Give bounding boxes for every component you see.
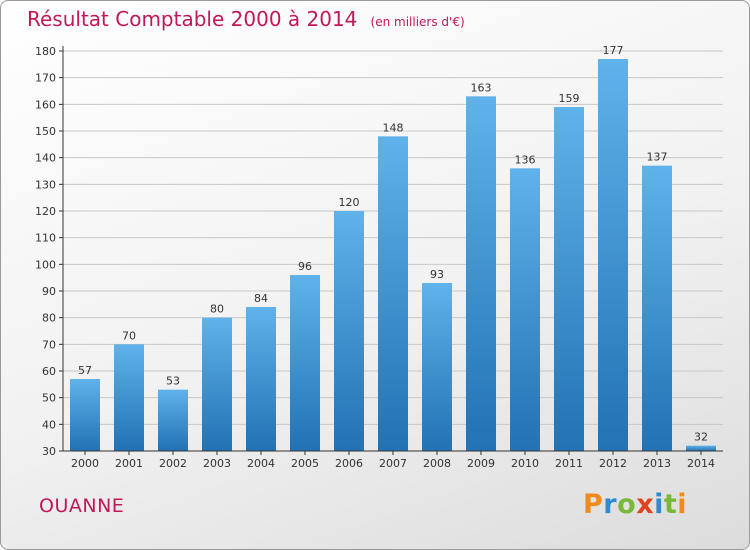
x-tick-label: 2001 (115, 457, 143, 470)
bar-2014 (686, 445, 716, 451)
bars (70, 59, 716, 452)
place-name: OUANNE (39, 495, 125, 517)
data-label: 32 (694, 431, 708, 444)
x-tick-label: 2002 (159, 457, 187, 470)
data-label: 93 (430, 268, 444, 281)
x-tick-label: 2012 (599, 457, 627, 470)
bar-2002 (158, 389, 188, 451)
data-label: 57 (78, 364, 92, 377)
y-tick-label: 80 (42, 312, 56, 325)
data-label: 136 (515, 153, 536, 166)
data-label: 163 (471, 81, 492, 94)
chart-title: Résultat Comptable 2000 à 2014 (27, 7, 358, 31)
x-tick-label: 2008 (423, 457, 451, 470)
x-tick-label: 2003 (203, 457, 231, 470)
bar-2005 (290, 275, 320, 451)
bar-2009 (466, 96, 496, 451)
x-tick-label: 2004 (247, 457, 275, 470)
data-label: 96 (298, 260, 312, 273)
x-tick-label: 2006 (335, 457, 363, 470)
y-tick-label: 50 (42, 392, 56, 405)
y-tick-label: 40 (42, 418, 56, 431)
y-tick-label: 180 (35, 45, 56, 58)
data-label: 177 (603, 44, 624, 57)
bar-2010 (510, 168, 540, 452)
chart-subtitle: (en milliers d'€) (370, 15, 465, 29)
axes (59, 46, 723, 455)
bar-2004 (246, 307, 276, 451)
y-tick-label: 170 (35, 72, 56, 85)
x-tick-label: 2013 (643, 457, 671, 470)
y-tick-label: 90 (42, 285, 56, 298)
data-label: 53 (166, 375, 180, 388)
y-tick-label: 110 (35, 232, 56, 245)
bar-2013 (642, 165, 672, 451)
x-tick-label: 2014 (687, 457, 715, 470)
data-label: 148 (383, 121, 404, 134)
title-row: Résultat Comptable 2000 à 2014 (en milli… (27, 7, 465, 31)
x-tick-label: 2010 (511, 457, 539, 470)
bar-2006 (334, 211, 364, 451)
data-label: 84 (254, 292, 268, 305)
data-label: 120 (339, 196, 360, 209)
y-tick-label: 160 (35, 98, 56, 111)
bar-2000 (70, 379, 100, 451)
labels: 30 40 50 60 70 80 90 100 110 120 130 140 150 160 170 18… (35, 44, 715, 470)
y-tick-label: 130 (35, 178, 56, 191)
bar-2011 (554, 107, 584, 451)
y-tick-label: 70 (42, 338, 56, 351)
x-tick-label: 2009 (467, 457, 495, 470)
y-tick-label: 150 (35, 125, 56, 138)
data-label: 70 (122, 329, 136, 342)
data-label: 137 (647, 151, 668, 164)
bar-2012 (598, 59, 628, 451)
bar-2007 (378, 136, 408, 452)
y-tick-label: 30 (42, 445, 56, 458)
y-tick-label: 60 (42, 365, 56, 378)
x-tick-label: 2005 (291, 457, 319, 470)
x-tick-label: 2007 (379, 457, 407, 470)
y-tick-label: 140 (35, 152, 56, 165)
y-tick-label: 100 (35, 258, 56, 271)
bar-2003 (202, 317, 232, 451)
bar-2001 (114, 344, 144, 451)
y-tick-label: 120 (35, 205, 56, 218)
bar-2008 (422, 283, 452, 451)
data-label: 159 (559, 92, 580, 105)
data-label: 80 (210, 303, 224, 316)
x-tick-label: 2000 (71, 457, 99, 470)
x-tick-label: 2011 (555, 457, 583, 470)
proxiti-logo: Proxiti (583, 489, 688, 520)
